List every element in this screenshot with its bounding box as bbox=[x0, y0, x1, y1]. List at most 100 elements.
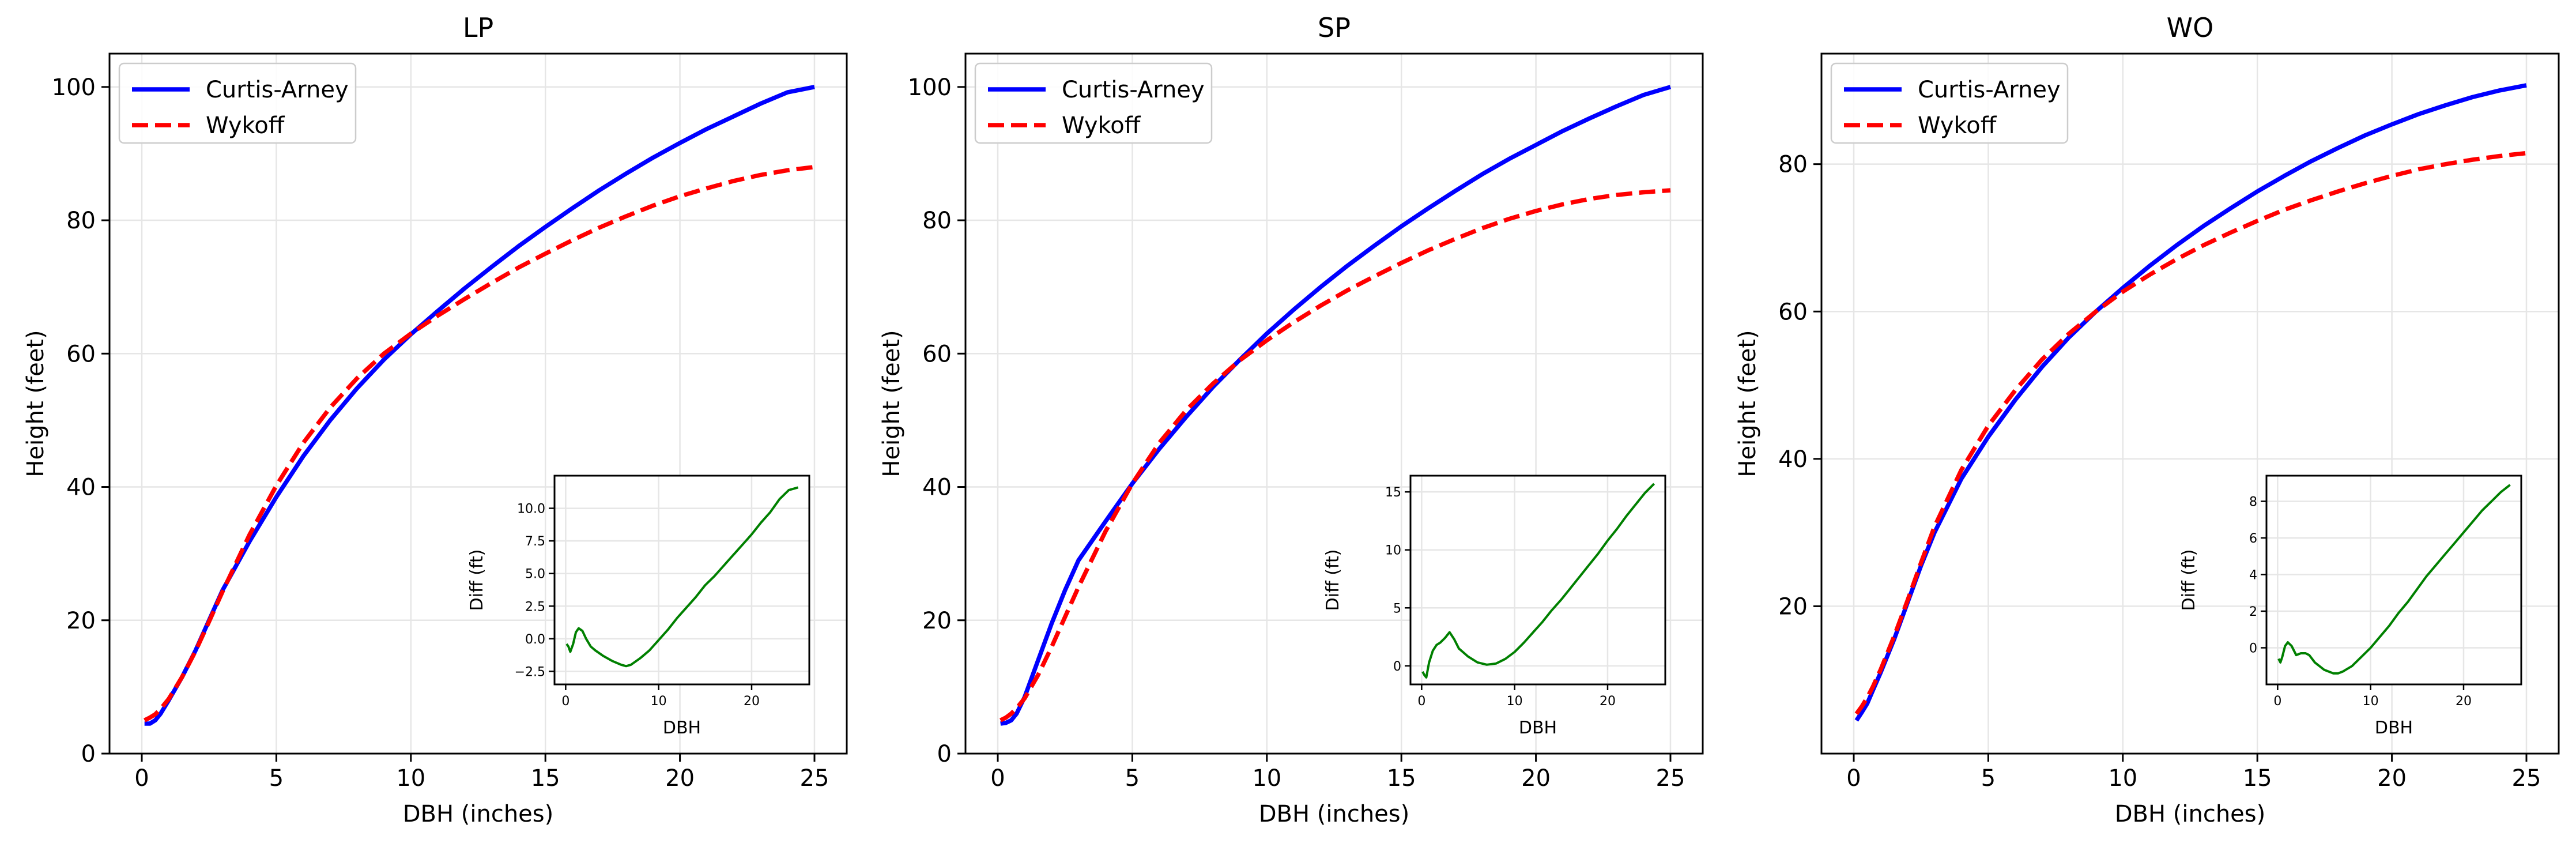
inset-y-tick-label: 0 bbox=[1393, 660, 1401, 674]
x-tick-label: 15 bbox=[1387, 765, 1416, 792]
inset-axes: 0 10 20 0 5 10 15 DBH Diff (ft) bbox=[1323, 475, 1666, 738]
inset-y-axis-label: Diff (ft) bbox=[467, 549, 487, 611]
y-tick-label: 80 bbox=[1778, 152, 1808, 178]
x-tick-label: 10 bbox=[396, 765, 425, 792]
inset-axes: 0 10 20 −2.5 0.0 2.5 5.0 7.5 10.0 DBH Diff (ft) bbox=[467, 475, 810, 738]
x-tick-label: 5 bbox=[269, 765, 284, 792]
y-tick-label: 80 bbox=[922, 208, 952, 234]
x-axis-label: DBH (inches) bbox=[2115, 801, 2266, 827]
y-tick-label: 100 bbox=[908, 74, 952, 101]
inset-y-tick-label: 2.5 bbox=[525, 600, 545, 614]
y-tick-label: 60 bbox=[66, 341, 96, 367]
series-line-curtis-arney bbox=[1000, 85, 1672, 726]
x-tick-label: 5 bbox=[1981, 765, 1996, 792]
x-tick-label: 20 bbox=[665, 765, 695, 792]
chart-title: LP bbox=[463, 12, 493, 43]
inset-diff-line bbox=[1421, 483, 1655, 679]
y-tick-label: 20 bbox=[1778, 593, 1808, 620]
x-tick-label: 25 bbox=[2512, 765, 2541, 792]
inset-diff-line bbox=[565, 486, 799, 668]
inset-y-tick-label: 2 bbox=[2249, 605, 2257, 619]
y-tick-label: 20 bbox=[922, 608, 952, 634]
inset-y-tick-label: −2.5 bbox=[515, 665, 545, 679]
x-tick-label: 0 bbox=[990, 765, 1005, 792]
chart-title: SP bbox=[1318, 12, 1351, 43]
axes-frame bbox=[964, 52, 1704, 755]
x-tick-label: 5 bbox=[1125, 765, 1140, 792]
inset-y-tick-label: 10.0 bbox=[517, 502, 545, 517]
inset-y-axis-label: Diff (ft) bbox=[1323, 549, 1343, 611]
inset-x-tick-label: 10 bbox=[2363, 694, 2379, 709]
inset-y-tick-label: 0 bbox=[2249, 641, 2257, 656]
inset-x-axis-label: DBH bbox=[663, 718, 701, 738]
inset-y-tick-label: 7.5 bbox=[525, 534, 545, 549]
inset-x-tick-label: 20 bbox=[1600, 694, 1616, 709]
x-tick-label: 0 bbox=[134, 765, 149, 792]
inset-diff-line bbox=[2277, 484, 2511, 675]
inset-y-tick-label: 4 bbox=[2249, 568, 2257, 582]
y-axis-label: Height (feet) bbox=[1734, 330, 1761, 477]
legend-label: Curtis-Arney bbox=[206, 77, 349, 103]
legend-label: Wykoff bbox=[1918, 112, 1997, 139]
inset-y-tick-label: 15 bbox=[1385, 485, 1401, 500]
y-tick-label: 0 bbox=[81, 741, 96, 767]
inset-x-axis-label: DBH bbox=[1519, 718, 1557, 738]
x-tick-label: 20 bbox=[1521, 765, 1551, 792]
series-line-wykoff bbox=[144, 164, 815, 722]
inset-background bbox=[2266, 476, 2521, 684]
inset-axes: 0 10 20 0 2 4 6 8 DBH Diff (ft) bbox=[2179, 475, 2522, 738]
y-tick-label: 100 bbox=[52, 74, 96, 101]
y-tick-label: 60 bbox=[922, 341, 952, 367]
y-axis-label: Height (feet) bbox=[22, 330, 49, 477]
legend-label: Wykoff bbox=[206, 112, 285, 139]
inset-y-tick-label: 10 bbox=[1385, 544, 1401, 558]
inset-x-tick-label: 20 bbox=[2456, 694, 2472, 709]
axes-frame bbox=[1820, 52, 2560, 755]
inset-x-tick-label: 0 bbox=[2273, 694, 2281, 709]
x-tick-label: 10 bbox=[2108, 765, 2137, 792]
legend-label: Curtis-Arney bbox=[1062, 77, 1205, 103]
chart-title: WO bbox=[2167, 12, 2214, 43]
inset-x-tick-label: 0 bbox=[1417, 694, 1425, 709]
inset-y-tick-label: 8 bbox=[2249, 495, 2257, 509]
inset-y-tick-label: 0.0 bbox=[525, 633, 545, 647]
x-tick-label: 15 bbox=[531, 765, 560, 792]
inset-y-tick-label: 5.0 bbox=[525, 567, 545, 582]
x-tick-label: 20 bbox=[2377, 765, 2407, 792]
x-tick-label: 15 bbox=[2243, 765, 2272, 792]
inset-frame bbox=[553, 475, 810, 686]
inset-x-tick-label: 10 bbox=[651, 694, 667, 709]
legend-label: Curtis-Arney bbox=[1918, 77, 2061, 103]
inset-background bbox=[1410, 476, 1665, 684]
x-axis-label: DBH (inches) bbox=[1259, 801, 1410, 827]
x-tick-label: 25 bbox=[1656, 765, 1685, 792]
y-tick-label: 40 bbox=[922, 475, 952, 501]
inset-y-tick-label: 6 bbox=[2249, 532, 2257, 546]
x-tick-label: 0 bbox=[1846, 765, 1861, 792]
x-axis-label: DBH (inches) bbox=[403, 801, 554, 827]
y-tick-label: 80 bbox=[66, 208, 96, 234]
inset-x-tick-label: 0 bbox=[561, 694, 569, 709]
series-line-wykoff bbox=[1000, 188, 1671, 722]
y-tick-label: 20 bbox=[66, 608, 96, 634]
y-axis-label: Height (feet) bbox=[878, 330, 905, 477]
y-tick-label: 0 bbox=[937, 741, 952, 767]
y-tick-label: 40 bbox=[1778, 446, 1808, 473]
axes-frame bbox=[108, 52, 848, 755]
x-tick-label: 25 bbox=[800, 765, 829, 792]
y-tick-label: 60 bbox=[1778, 299, 1808, 325]
inset-y-axis-label: Diff (ft) bbox=[2179, 549, 2199, 611]
inset-y-tick-label: 5 bbox=[1393, 601, 1401, 616]
inset-frame bbox=[1409, 475, 1666, 686]
x-tick-label: 10 bbox=[1252, 765, 1281, 792]
inset-frame bbox=[2265, 475, 2522, 686]
inset-x-tick-label: 20 bbox=[744, 694, 760, 709]
y-tick-label: 40 bbox=[66, 475, 96, 501]
legend-label: Wykoff bbox=[1062, 112, 1141, 139]
inset-x-tick-label: 10 bbox=[1507, 694, 1523, 709]
inset-x-axis-label: DBH bbox=[2375, 718, 2413, 738]
